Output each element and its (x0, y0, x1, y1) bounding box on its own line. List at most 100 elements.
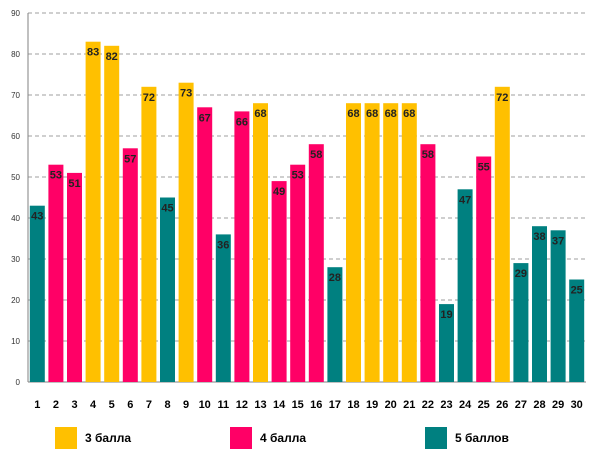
data-label: 68 (385, 108, 397, 120)
data-label: 28 (329, 272, 341, 284)
data-label: 68 (347, 108, 359, 120)
x-tick-label: 1 (34, 399, 40, 411)
bar (532, 226, 547, 382)
data-label: 36 (217, 239, 229, 251)
x-tick-label: 25 (478, 399, 490, 411)
bar (401, 103, 417, 382)
data-label: 47 (459, 194, 471, 206)
data-label: 58 (310, 149, 322, 161)
x-tick-label: 11 (217, 399, 229, 411)
data-label: 72 (496, 92, 508, 104)
x-tick-label: 22 (422, 399, 434, 411)
bar (178, 82, 194, 382)
x-tick-label: 7 (146, 399, 152, 411)
data-label: 55 (478, 162, 490, 174)
x-tick-label: 9 (183, 399, 189, 411)
bar (67, 172, 82, 382)
data-label: 73 (180, 88, 192, 100)
x-tick-label: 14 (273, 399, 286, 411)
y-tick-label: 70 (11, 91, 20, 100)
bar (420, 144, 436, 382)
data-label: 45 (161, 203, 173, 215)
bar (494, 86, 510, 383)
y-tick-label: 30 (11, 255, 20, 264)
data-label: 29 (515, 268, 527, 280)
y-tick-label: 10 (11, 337, 20, 346)
x-tick-label: 8 (164, 399, 170, 411)
legend: 3 балла 4 балла 5 баллов (0, 424, 590, 452)
y-tick-label: 50 (11, 173, 20, 182)
legend-label: 4 балла (260, 431, 307, 445)
bar (439, 304, 454, 382)
y-tick-label: 90 (11, 9, 20, 18)
bar (234, 111, 250, 383)
bar (308, 144, 324, 382)
y-tick-label: 60 (11, 132, 20, 141)
legend-item-5-ballov: 5 баллов (425, 424, 509, 452)
x-tick-label: 2 (53, 399, 59, 411)
y-tick-label: 0 (16, 378, 21, 387)
x-tick-label: 6 (127, 399, 133, 411)
x-tick-label: 18 (347, 399, 359, 411)
bars (29, 41, 585, 383)
data-label: 83 (87, 47, 99, 59)
x-tick-label: 24 (459, 399, 472, 411)
bar (48, 164, 64, 382)
y-tick-label: 40 (11, 214, 20, 223)
bar (160, 197, 175, 382)
data-label: 57 (124, 153, 136, 165)
bar (476, 156, 492, 382)
data-labels: 43 53 51 83 82 57 72 45 73 67 36 66 68 49 53 58 28 68 68 68… (31, 47, 583, 321)
data-label: 58 (422, 149, 434, 161)
bar (383, 103, 399, 382)
data-label: 67 (199, 112, 211, 124)
bar (85, 41, 101, 382)
data-label: 43 (31, 211, 43, 223)
y-tick-label: 20 (11, 296, 20, 305)
bar (271, 181, 287, 382)
x-tick-label: 5 (109, 399, 115, 411)
x-tick-label: 3 (71, 399, 77, 411)
x-tick-label: 19 (366, 399, 378, 411)
x-tick-label: 21 (403, 399, 415, 411)
x-tick-label: 13 (254, 399, 266, 411)
legend-swatch (425, 427, 447, 449)
x-tick-label: 10 (199, 399, 211, 411)
axes (27, 13, 586, 383)
data-label: 53 (292, 170, 304, 182)
bar (569, 279, 585, 382)
bar (122, 148, 138, 382)
data-label: 66 (236, 116, 248, 128)
x-tick-label: 26 (496, 399, 508, 411)
bar (364, 103, 380, 382)
bar (327, 267, 343, 382)
legend-item-3-balla: 3 балла (55, 424, 131, 452)
bar (29, 205, 45, 382)
data-label: 51 (68, 178, 80, 190)
bar (550, 230, 566, 382)
data-label: 19 (440, 309, 452, 321)
x-tick-label: 23 (440, 399, 452, 411)
bar (104, 45, 120, 383)
x-tick-label: 30 (571, 399, 583, 411)
data-label: 38 (533, 231, 545, 243)
x-tick-label: 28 (533, 399, 545, 411)
bar (346, 103, 361, 382)
x-tick-label: 15 (292, 399, 304, 411)
x-tick-label: 27 (515, 399, 527, 411)
x-tick-label: 16 (310, 399, 322, 411)
data-label: 72 (143, 92, 155, 104)
x-tick-label: 4 (90, 399, 97, 411)
legend-item-4-balla: 4 балла (230, 424, 306, 452)
data-label: 25 (571, 285, 583, 297)
data-label: 68 (366, 108, 378, 120)
y-tick-label: 80 (11, 50, 20, 59)
x-tick-label: 12 (236, 399, 248, 411)
bar (141, 86, 157, 383)
data-label: 49 (273, 186, 285, 198)
bar (253, 103, 268, 382)
legend-label: 5 баллов (455, 431, 509, 445)
legend-label: 3 балла (85, 431, 132, 445)
bar (197, 107, 213, 383)
